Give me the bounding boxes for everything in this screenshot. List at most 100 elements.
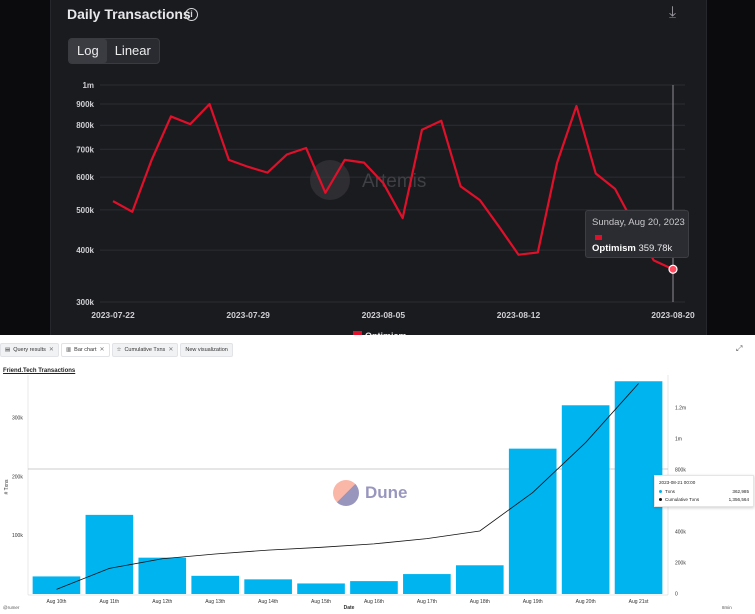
artemis-watermark: Artemis — [362, 171, 426, 192]
x-tick-label: 2023-07-29 — [226, 310, 270, 320]
close-icon[interactable]: ✕ — [99, 347, 105, 353]
y-tick-label: 900k — [76, 100, 94, 109]
table-icon: ▤ — [5, 347, 11, 353]
y-tick-label: 400k — [76, 246, 94, 255]
bar — [403, 574, 451, 594]
tab-label: Cumulative Txns — [124, 347, 166, 353]
x-tick-label: Aug 11th — [100, 599, 120, 605]
bar — [138, 557, 187, 594]
x-tick-label: 2023-08-05 — [362, 310, 406, 320]
legend-label: Optimism — [365, 331, 407, 335]
cumulative-dot-icon — [659, 498, 662, 501]
x-tick-label: Aug 20th — [576, 599, 596, 605]
x-tick-label: Aug 12th — [152, 599, 172, 605]
tab-label: New visualization — [185, 347, 228, 353]
x-tick-label: Aug 13th — [205, 599, 225, 605]
x-tick-label: 2023-07-22 — [91, 310, 135, 320]
tooltip2-value: 1,356,564 — [728, 497, 749, 502]
x-tick-label: Aug 19th — [523, 599, 543, 605]
tooltip-series: Optimism — [592, 243, 636, 254]
tooltip2-row-cumulative: Cumulative Txns — [659, 497, 699, 502]
bar — [244, 579, 292, 594]
tab-query-results[interactable]: ▤ Query results ✕ — [0, 343, 59, 357]
cumulative-line — [56, 383, 639, 590]
bar-chart-icon: ▥ — [65, 347, 72, 353]
close-icon[interactable]: ✕ — [168, 347, 174, 353]
bar — [455, 565, 504, 594]
tooltip2-label: Cumulative Txns — [665, 497, 700, 502]
tab-cumulative-txns[interactable]: ☆ Cumulative Txns ✕ — [111, 343, 179, 357]
bar — [350, 581, 398, 594]
query-age: 8min — [722, 605, 732, 610]
tab-bar-chart[interactable]: ▥ Bar chart ✕ — [60, 343, 110, 357]
bar — [191, 575, 240, 594]
expand-icon[interactable]: ⤢ — [736, 344, 743, 353]
tooltip-value: 359.78k — [638, 243, 673, 254]
tooltip-value-row: Optimism 359.78k — [592, 243, 672, 254]
dune-section: ▤ Query results ✕ ▥ Bar chart ✕ ☆ Cumulative … — [0, 335, 755, 614]
download-icon[interactable]: ⤓ — [669, 4, 677, 21]
y-right-tick-label: 0 — [675, 592, 678, 598]
artemis-logo-icon — [310, 160, 350, 200]
author-handle[interactable]: @rumer — [3, 605, 20, 610]
tab-new-visualization[interactable]: New visualization — [180, 343, 233, 357]
tooltip2-row-txns: Txns — [659, 489, 675, 494]
dune-watermark-text: Dune — [365, 483, 408, 502]
bar — [32, 576, 81, 594]
y-left-tick-label: 100k — [12, 533, 23, 539]
viz-tabs: ▤ Query results ✕ ▥ Bar chart ✕ ☆ Cumulative … — [0, 343, 233, 357]
chart-card: Daily Transactions i ⤓ Log Linear — [50, 0, 707, 335]
bar — [297, 583, 345, 594]
log-button[interactable]: Log — [69, 39, 107, 63]
y-tick-label: 600k — [76, 173, 94, 182]
info-icon[interactable]: i — [185, 8, 198, 21]
tooltip-swatch — [595, 235, 602, 240]
y-right-tick-label: 200k — [675, 560, 686, 566]
tab-label: Query results — [13, 347, 46, 353]
y-left-tick-label: 300k — [12, 416, 23, 422]
chart-tooltip: Sunday, Aug 20, 2023 Optimism 359.78k — [585, 210, 689, 258]
y-tick-label: 1m — [82, 81, 94, 90]
y-right-tick-label: 1.2m — [675, 405, 686, 411]
y-tick-label: 300k — [76, 298, 94, 307]
hover-point — [668, 264, 678, 274]
x-tick-label: Aug 15th — [311, 599, 331, 605]
y-right-tick-label: 800k — [675, 467, 686, 473]
bar — [85, 514, 134, 594]
x-tick-label: 2023-08-12 — [497, 310, 541, 320]
tooltip2-value: 362,985 — [732, 489, 749, 494]
x-tick-label: Aug 21st — [629, 599, 649, 605]
star-icon: ☆ — [116, 347, 122, 353]
x-tick-label: 2023-08-20 — [651, 310, 695, 320]
legend-swatch[interactable] — [353, 331, 362, 335]
daily-transactions-chart: 300k 400k 500k 600k 700k 800k 900k 1m 2023-07-22… — [76, 81, 695, 335]
tab-label: Bar chart — [74, 347, 97, 353]
close-icon[interactable]: ✕ — [48, 347, 54, 353]
chart-title: Daily Transactions — [67, 6, 191, 22]
bar — [561, 405, 610, 594]
y-left-tick-label: 200k — [12, 474, 23, 480]
x-tick-label: Aug 17th — [417, 599, 437, 605]
y-right-tick-label: 400k — [675, 529, 686, 535]
dune-logo-icon — [333, 480, 359, 506]
scale-toggle: Log Linear — [68, 38, 160, 64]
bar-chart-title[interactable]: Friend.Tech Transactions — [3, 368, 76, 374]
linear-button[interactable]: Linear — [114, 43, 151, 58]
txns-dot-icon — [659, 490, 662, 493]
optimism-series-line — [112, 102, 674, 271]
y-tick-label: 800k — [76, 121, 94, 130]
tooltip2-label: Txns — [665, 489, 675, 494]
dune-watermark: Dune — [333, 480, 408, 506]
x-tick-label: Aug 18th — [470, 599, 490, 605]
friendtech-transactions-chart: 100k200k300k0200k400k600k800k1m1.2m# Txn… — [4, 375, 686, 611]
tooltip-date: Sunday, Aug 20, 2023 — [592, 217, 685, 228]
y-axis-label: # Txns — [4, 479, 10, 494]
y-tick-label: 500k — [76, 206, 94, 215]
y-right-tick-label: 1m — [675, 436, 682, 442]
bar — [508, 448, 557, 594]
artemis-section: Daily Transactions i ⤓ Log Linear 300k 40… — [0, 0, 755, 335]
x-tick-label: Aug 14th — [258, 599, 278, 605]
x-tick-label: Aug 10th — [46, 599, 66, 605]
x-axis-label: Date — [344, 605, 355, 611]
x-tick-label: Aug 16th — [364, 599, 384, 605]
